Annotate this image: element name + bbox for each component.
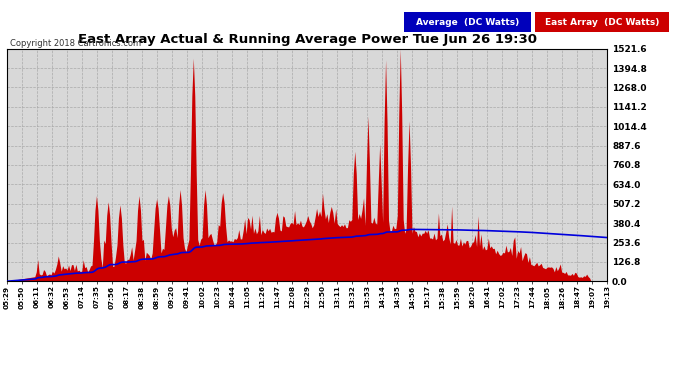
Text: East Array  (DC Watts): East Array (DC Watts) <box>545 18 659 27</box>
Text: Copyright 2018 Cartronics.com: Copyright 2018 Cartronics.com <box>10 39 141 48</box>
Text: Average  (DC Watts): Average (DC Watts) <box>416 18 519 27</box>
Title: East Array Actual & Running Average Power Tue Jun 26 19:30: East Array Actual & Running Average Powe… <box>77 33 537 46</box>
